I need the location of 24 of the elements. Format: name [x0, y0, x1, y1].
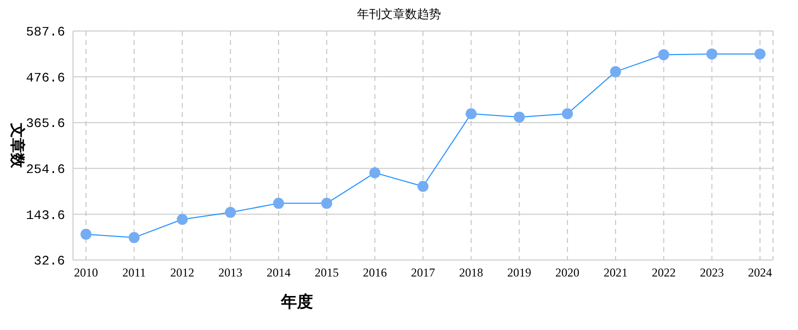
y-tick-label: 365.6	[26, 116, 65, 132]
chart-title: 年刊文章数趋势	[356, 6, 442, 23]
x-tick-label: 2017	[411, 266, 435, 280]
x-tick-label: 2019	[507, 266, 532, 280]
y-tick-label: 587.6	[26, 24, 65, 40]
x-tick-label: 2021	[604, 266, 628, 280]
x-tick-label: 2016	[362, 266, 387, 280]
y-tick-label: 32.6	[34, 254, 65, 269]
y-axis-title: 文章数	[8, 122, 27, 169]
y-tick-label: 143.6	[26, 208, 65, 223]
x-tick-label: 2011	[122, 266, 146, 280]
x-tick-label: 2012	[170, 266, 194, 280]
x-tick-label: 2022	[652, 266, 676, 280]
y-tick-label: 254.6	[26, 162, 65, 178]
y-tick-label: 476.6	[26, 70, 65, 86]
x-tick-label: 2020	[555, 266, 580, 280]
x-tick-label: 2015	[314, 266, 339, 280]
x-tick-label: 2023	[700, 266, 724, 280]
x-tick-label: 2018	[459, 266, 484, 280]
x-tick-label: 2010	[74, 266, 98, 280]
x-tick-label: 2014	[266, 266, 291, 280]
x-tick-label: 2013	[218, 266, 242, 280]
x-axis-title: 年度	[280, 292, 314, 313]
x-tick-label: 2024	[748, 266, 772, 280]
